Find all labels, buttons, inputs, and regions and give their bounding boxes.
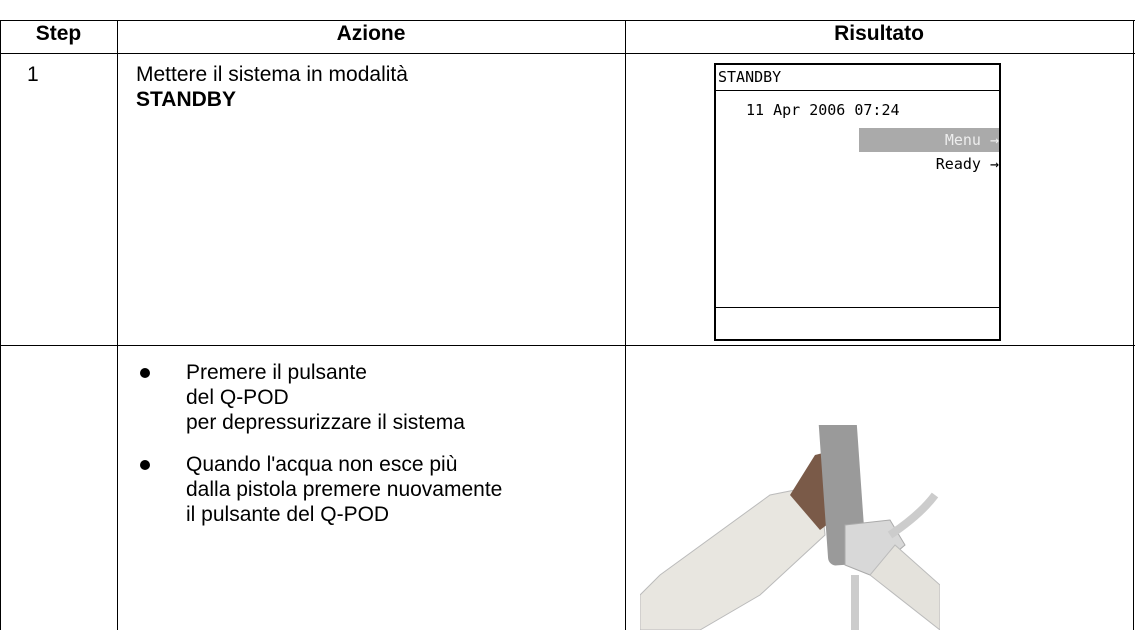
menu-item: Menu → xyxy=(859,128,999,152)
column-header: Azione xyxy=(336,22,406,45)
hose xyxy=(887,492,939,539)
column-header: Risultato xyxy=(834,22,924,45)
sleeve xyxy=(640,484,826,630)
column-header: Step xyxy=(35,22,82,45)
menu-item: Ready → xyxy=(935,155,999,173)
rule xyxy=(1133,20,1134,630)
bullet-line: Quando l'acqua non esce più xyxy=(186,453,458,476)
rule xyxy=(117,20,118,630)
step-number: 1 xyxy=(27,63,39,86)
device-screen: STANDBY 11 Apr 2006 07:24 Menu → Ready → xyxy=(714,63,1001,341)
action-text: Mettere il sistema in modalità xyxy=(136,63,408,86)
bullet-line: Premere il pulsante xyxy=(186,361,367,384)
bullet-line: del Q-POD xyxy=(186,386,289,409)
rule xyxy=(0,20,1135,21)
bullet-line: il pulsante del Q-POD xyxy=(186,503,390,526)
photo xyxy=(640,425,940,630)
rule xyxy=(0,345,1135,346)
rule xyxy=(716,90,999,91)
bullet xyxy=(140,368,150,378)
rule xyxy=(716,307,999,308)
rule xyxy=(625,20,626,630)
bullet-line: dalla pistola premere nuovamente xyxy=(186,478,503,501)
gun-handle xyxy=(817,425,866,566)
rule xyxy=(0,20,1,630)
action-mode: STANDBY xyxy=(136,88,236,111)
screen-title: STANDBY xyxy=(718,68,782,86)
bullet-line: per depressurizzare il sistema xyxy=(186,411,465,434)
rule xyxy=(0,53,1135,54)
bullet xyxy=(140,460,150,470)
screen-datetime: 11 Apr 2006 07:24 xyxy=(746,101,900,119)
sleeve xyxy=(869,544,940,630)
